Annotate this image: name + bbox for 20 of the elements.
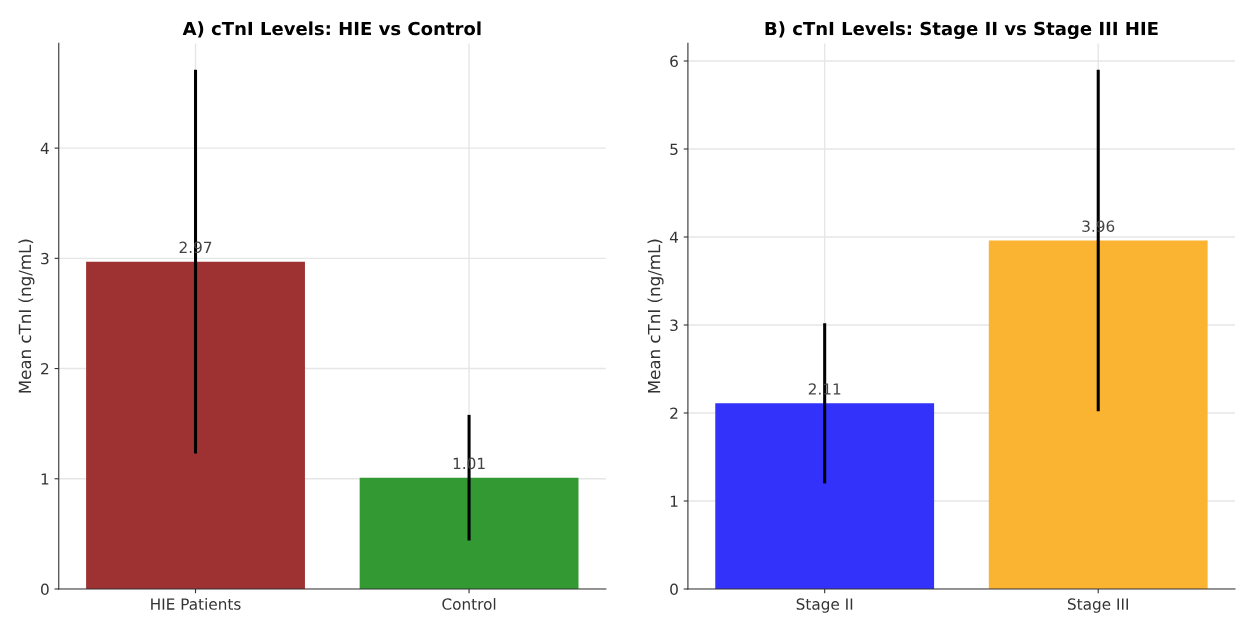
- x-tick-label: HIE Patients: [151, 598, 241, 610]
- chart-title: A) cTnI Levels: HIE vs Control: [182, 21, 481, 38]
- x-tick-label: Control: [442, 598, 496, 610]
- x-tick-label: Stage II: [796, 598, 853, 613]
- chart-title: B) cTnI Levels: Stage II vs Stage III HIE: [765, 21, 1158, 39]
- y-tick-label: 3: [41, 252, 49, 265]
- y-tick-label: 5: [670, 143, 678, 156]
- y-axis-title: Mean cTnI (ng/mL): [647, 239, 664, 393]
- y-tick-label: 1: [670, 495, 678, 507]
- x-tick-label: Stage III: [1067, 598, 1128, 613]
- y-tick-label: 1: [41, 473, 49, 485]
- y-tick-label: 6: [670, 55, 678, 68]
- y-axis-title: Mean cTnI (ng/mL): [18, 239, 35, 393]
- y-tick-label: 4: [40, 142, 49, 154]
- y-tick-label: 2: [670, 407, 678, 419]
- y-tick-label: 3: [670, 319, 678, 332]
- y-tick-label: 0: [41, 583, 49, 596]
- y-tick-label: 0: [670, 583, 678, 596]
- y-tick-label: 4: [669, 231, 679, 243]
- y-tick-label: 2: [41, 363, 49, 375]
